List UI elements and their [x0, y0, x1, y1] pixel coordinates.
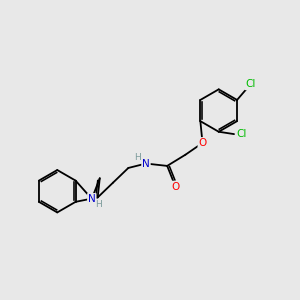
Text: N: N: [142, 158, 150, 169]
Text: H: H: [134, 153, 140, 162]
Text: N: N: [88, 194, 96, 204]
Text: Cl: Cl: [236, 129, 247, 139]
Text: H: H: [95, 200, 102, 209]
Text: O: O: [171, 182, 180, 191]
Text: Cl: Cl: [245, 79, 256, 89]
Text: O: O: [198, 138, 207, 148]
